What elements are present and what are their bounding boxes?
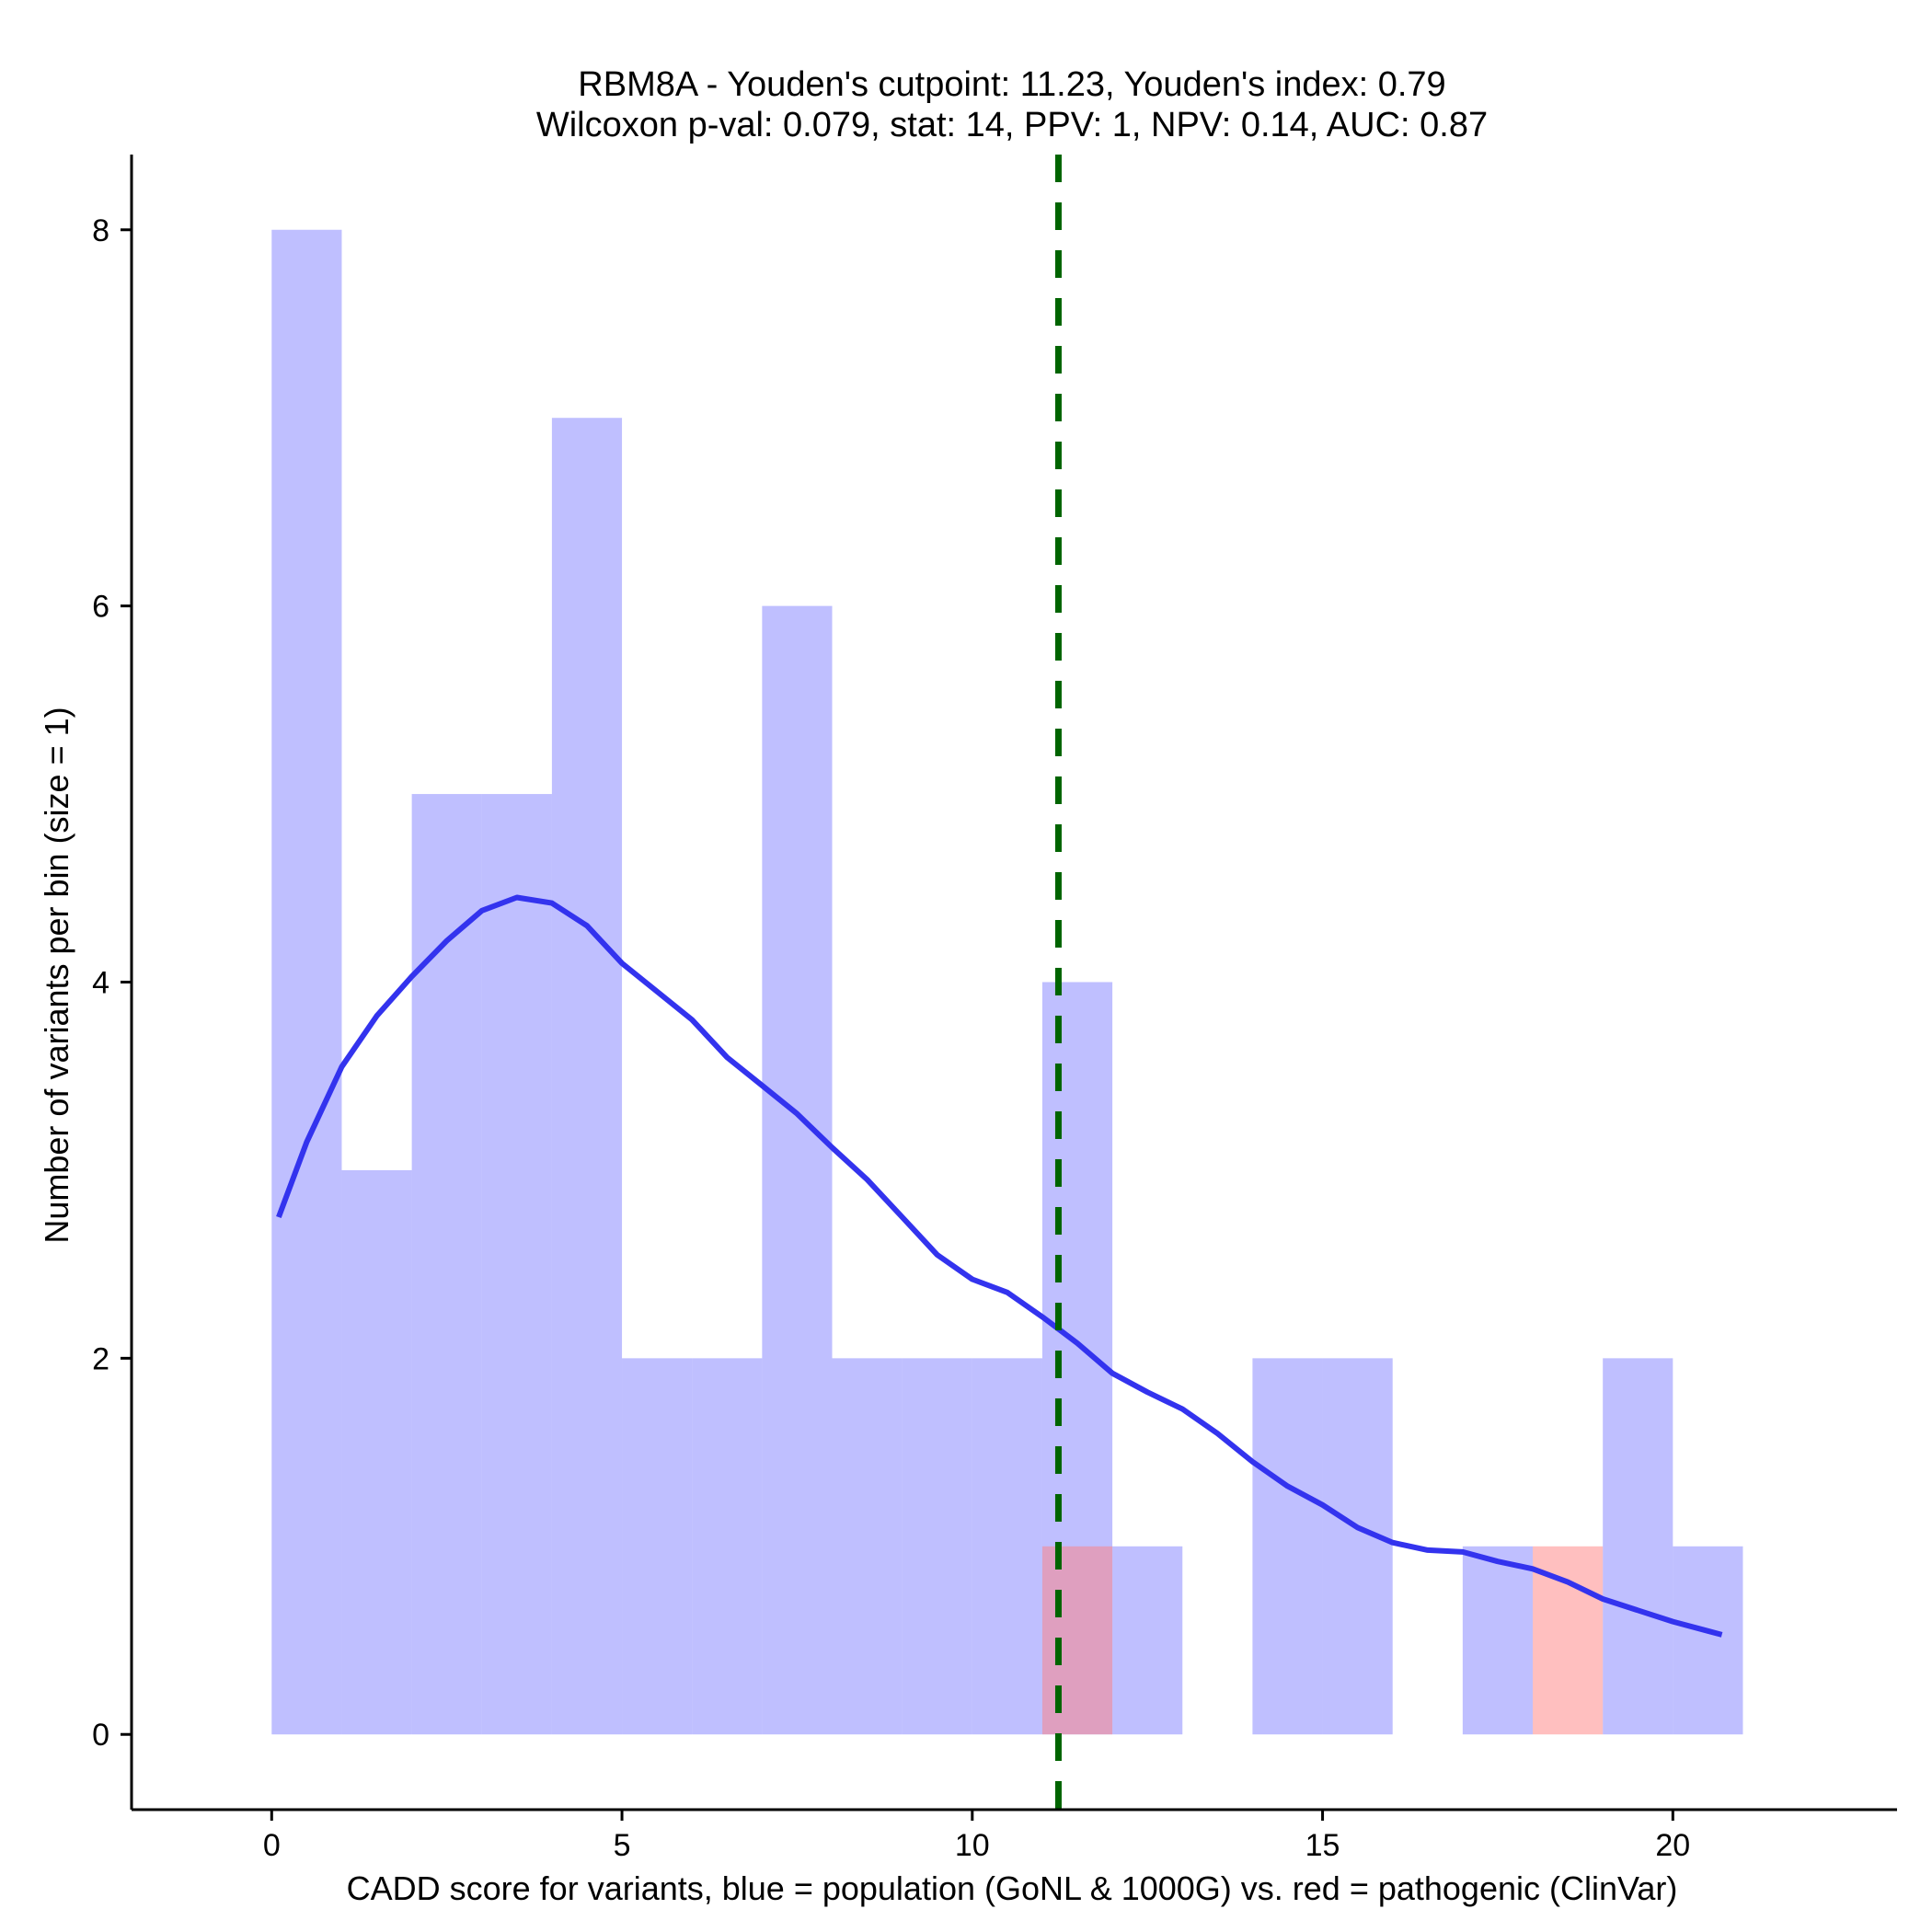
x-tick-label-10: 10 [955,1828,990,1863]
y-tick-label-2: 2 [92,1341,109,1376]
x-tick-label-20: 20 [1655,1828,1690,1863]
y-tick-label-0: 0 [92,1718,109,1753]
x-tick-label-5: 5 [614,1828,631,1863]
population-bars [271,229,1743,1735]
population-bar-15 [1322,1358,1393,1735]
population-bar-1 [341,1169,412,1735]
pathogenic-bar-18 [1533,1546,1604,1735]
population-bar-12 [1112,1546,1183,1735]
population-bar-19 [1603,1358,1673,1735]
population-bar-6 [692,1358,763,1735]
population-bar-7 [762,605,833,1735]
population-bar-20 [1673,1546,1743,1735]
chart-title-line2: Wilcoxon p-val: 0.079, stat: 14, PPV: 1,… [536,106,1488,144]
x-tick-label-0: 0 [263,1828,281,1863]
population-bar-4 [551,418,623,1735]
population-bar-3 [481,794,552,1735]
x-tick-label-15: 15 [1305,1828,1340,1863]
y-axis-label: Number of variants per bin (size = 1) [38,707,75,1243]
y-tick-label-6: 6 [92,590,109,625]
population-bar-5 [622,1358,693,1735]
population-bar-10 [972,1358,1042,1735]
density-curve [276,894,1723,1638]
pathogenic-bar-11 [1041,1546,1113,1735]
density-layer [276,894,1723,1638]
population-bar-2 [411,794,482,1735]
y-tick-label-8: 8 [92,213,109,248]
x-axis-label: CADD score for variants, blue = populati… [347,1869,1678,1907]
population-bar-0 [271,229,342,1735]
y-ticks: 0 2 4 6 8 [92,213,132,1753]
x-ticks: 0 5 10 15 20 [263,1810,1690,1863]
population-bar-8 [832,1358,903,1735]
population-bar-14 [1252,1358,1323,1735]
pathogenic-bars [1041,1546,1604,1735]
population-bar-9 [902,1358,972,1735]
y-tick-label-4: 4 [92,966,109,1001]
population-bar-17 [1462,1546,1534,1735]
chart-title-line1: RBM8A - Youden's cutpoint: 11.23, Youden… [578,65,1445,104]
